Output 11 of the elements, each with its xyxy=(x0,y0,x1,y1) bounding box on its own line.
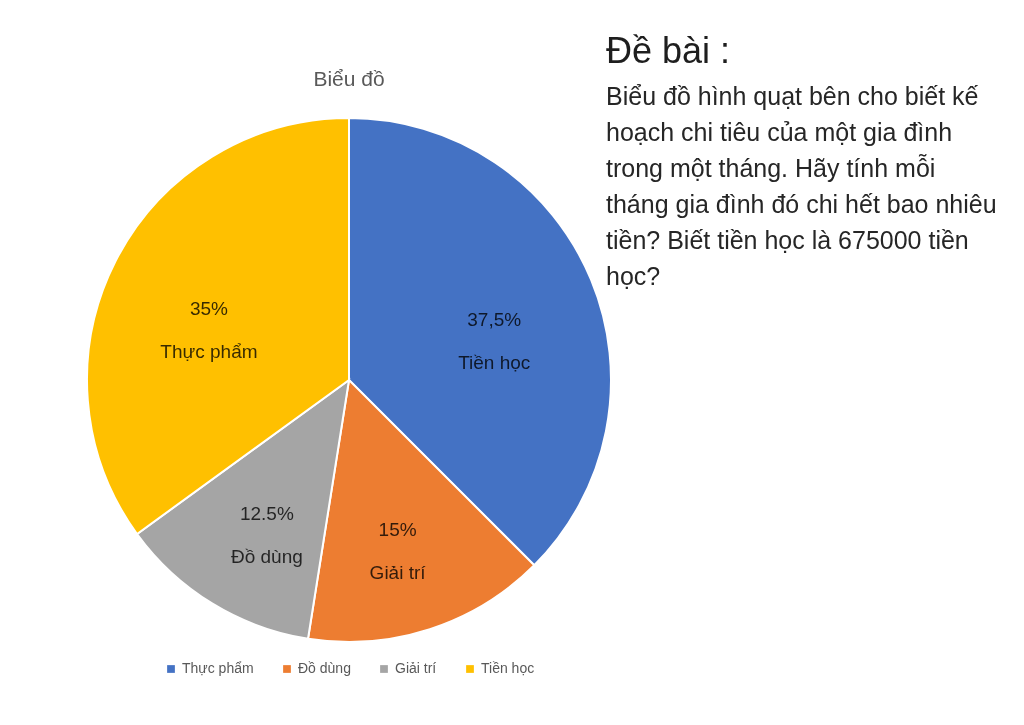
data-label: 12.5% Đồ dùng xyxy=(230,503,303,568)
data-label: 35% Thực phẩm xyxy=(160,297,258,362)
chart-title: Biểu đồ xyxy=(313,67,385,90)
legend-label: Tiền học xyxy=(481,660,535,676)
legend-label: Giải trí xyxy=(395,660,437,676)
legend-label: Thực phẩm xyxy=(182,660,254,676)
text: Đề bài : xyxy=(606,29,732,73)
text: Biểu đồ hình quạt bên cho biết kế hoạch chi tiêu của một gia đình trong một tháng. Hãy tính mỗi tháng gia đình đó chi hết bao nhiêu tiền? Biết tiền học là 675000 tiền học? xyxy=(606,81,998,292)
data-label: 37,5% Tiền học xyxy=(458,308,531,373)
legend-label: Đồ dùng xyxy=(298,660,351,676)
data-label: 15% Giải trí xyxy=(369,518,427,583)
